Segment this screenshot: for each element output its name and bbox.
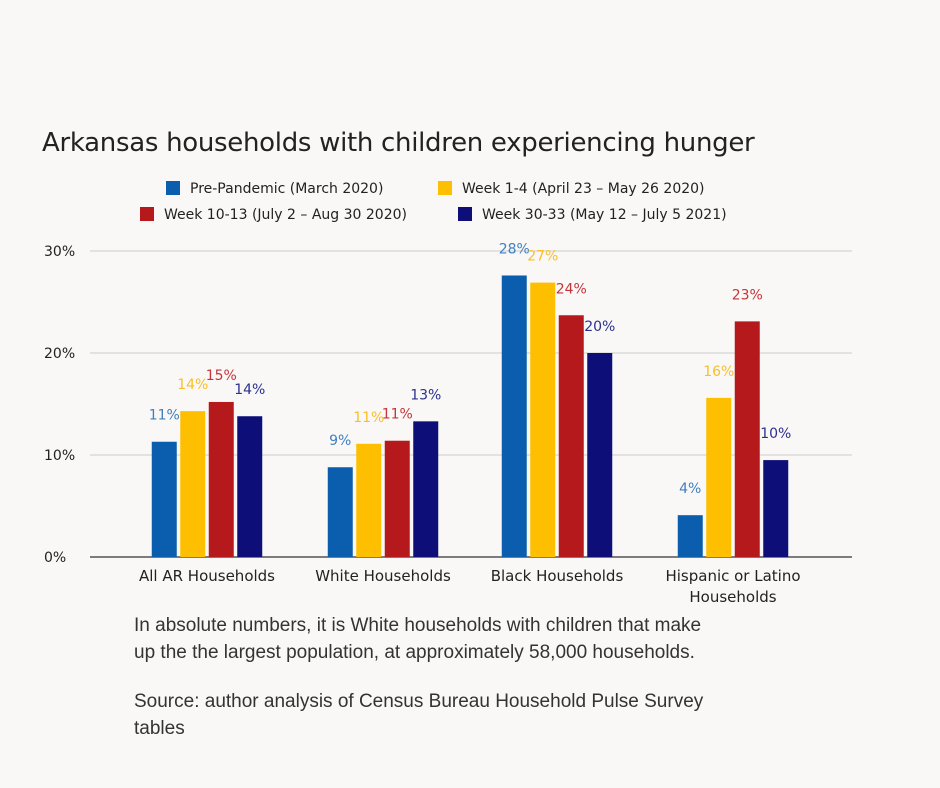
legend-swatch [166,181,180,195]
bar [180,411,206,557]
legend-item: Week 1-4 (April 23 – May 26 2020) [438,181,705,197]
y-axis-ticks: 0% 10% 20% 30% [44,244,75,566]
x-tick-label: Hispanic or Latino [665,567,800,585]
legend: Pre-Pandemic (March 2020) Week 1-4 (April… [140,181,727,223]
bar-value-label: 10% [760,426,791,442]
source-line: tables [134,718,185,739]
caption-source: Source: author analysis of Census Bureau… [134,688,834,742]
bar-value-label: 23% [732,287,763,303]
caption-line: up the the largest population, at approx… [134,642,695,663]
bar [327,467,353,557]
source-line: Source: author analysis of Census Bureau… [134,691,704,712]
legend-swatch [140,207,154,221]
bar-value-label: 20% [584,319,615,335]
bar [501,275,527,557]
bar-value-label: 24% [556,281,587,297]
legend-item: Week 30-33 (May 12 – July 5 2021) [458,207,727,223]
bar-value-label: 14% [177,377,208,393]
x-tick-label: Households [689,588,776,606]
bar [763,460,789,557]
bar-value-label: 9% [329,433,351,449]
bar [356,443,382,557]
bar [558,315,584,557]
bar-value-label: 11% [149,408,180,424]
bar [677,515,703,557]
bar-value-label: 4% [679,481,701,497]
bars [151,275,789,557]
bar-value-labels: 11%9%28%4%14%11%27%16%15%11%24% 23%14% 13%… [149,241,792,497]
bar-value-label: 16% [703,364,734,380]
x-axis-ticks: All AR Households White Households Black H… [139,567,801,606]
bar [237,416,263,557]
bar-chart: 0%10%20%30% 11%9%28%4%14%11%27%16%15%11%… [44,181,852,606]
caption-note: In absolute numbers, it is White househo… [134,612,834,666]
x-tick-label: Black Households [491,567,624,585]
bar [208,401,234,557]
bar [587,353,613,557]
bar-value-label: 13% [410,387,441,403]
y-tick-label: 30% [44,244,75,260]
caption-line: In absolute numbers, it is White househo… [134,615,702,636]
legend-item: Week 10-13 (July 2 – Aug 30 2020) [140,207,407,223]
legend-swatch [438,181,452,195]
legend-swatch [458,207,472,221]
bar-value-label: 11% [353,410,384,426]
legend-label: Week 30-33 (May 12 – July 5 2021) [482,207,727,223]
chart-title: Arkansas households with children experi… [42,128,755,158]
bar [151,441,177,557]
legend-label: Week 10-13 (July 2 – Aug 30 2020) [164,207,407,223]
bar [706,397,732,557]
bar [734,321,760,557]
x-tick-label: All AR Households [139,567,275,585]
legend-item: Pre-Pandemic (March 2020) [166,181,383,197]
bar-value-label: 15% [206,368,237,384]
bar [413,421,439,557]
legend-label: Week 1-4 (April 23 – May 26 2020) [462,181,705,197]
legend-label: Pre-Pandemic (March 2020) [190,181,383,197]
bar [530,282,556,557]
bar-value-label: 14% [234,382,265,398]
bar-value-label: 27% [527,249,558,265]
y-tick-label: 0% [44,550,66,566]
x-tick-label: White Households [315,567,451,585]
bar-value-label: 11% [382,407,413,423]
bar [384,440,410,557]
y-tick-label: 10% [44,448,75,464]
bar-value-label: 28% [499,241,530,257]
y-tick-label: 20% [44,346,75,362]
